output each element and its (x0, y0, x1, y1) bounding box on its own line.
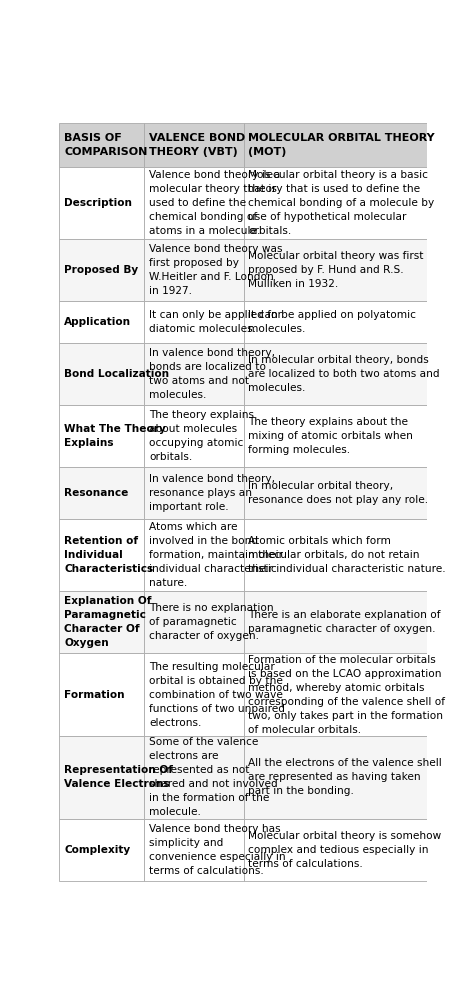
Bar (59, 123, 145, 167)
Text: All the electrons of the valence shell
are represented as having taken
part in t: All the electrons of the valence shell a… (248, 758, 442, 796)
Bar (145, 653, 244, 736)
Text: Application: Application (64, 317, 131, 327)
Bar (145, 736, 244, 819)
Text: Valence bond theory has
simplicity and
convenience especially in
terms of calcul: Valence bond theory has simplicity and c… (149, 824, 286, 876)
Bar (244, 467, 427, 519)
Text: There is no explanation
of paramagnetic
character of oxygen.: There is no explanation of paramagnetic … (149, 603, 274, 641)
Text: In molecular orbital theory,
resonance does not play any role.: In molecular orbital theory, resonance d… (248, 481, 428, 505)
Bar (145, 301, 244, 343)
Bar (244, 405, 427, 467)
Text: What The Theory
Explains: What The Theory Explains (64, 423, 166, 447)
Bar (59, 167, 145, 239)
Text: Proposed By: Proposed By (64, 265, 138, 275)
Bar (244, 343, 427, 405)
Text: There is an elaborate explanation of
paramagnetic character of oxygen.: There is an elaborate explanation of par… (248, 610, 441, 634)
Bar (145, 467, 244, 519)
Text: It can only be applied for
diatomic molecules.: It can only be applied for diatomic mole… (149, 310, 282, 334)
Text: Molecular orbital theory is a basic
theory that is used to define the
chemical b: Molecular orbital theory is a basic theo… (248, 170, 435, 236)
Text: Atomic orbitals which form
molecular orbitals, do not retain
their individual ch: Atomic orbitals which form molecular orb… (248, 536, 446, 574)
Text: Valence bond theory is a
molecular theory that is
used to define the
chemical bo: Valence bond theory is a molecular theor… (149, 170, 281, 236)
Text: The theory explains
about molecules
occupying atomic
orbitals.: The theory explains about molecules occu… (149, 410, 254, 462)
Bar (244, 519, 427, 591)
Bar (244, 591, 427, 653)
Text: In valence bond theory,
bonds are localized to
two atoms and not
molecules.: In valence bond theory, bonds are locali… (149, 348, 275, 400)
Text: MOLECULAR ORBITAL THEORY
(MOT): MOLECULAR ORBITAL THEORY (MOT) (248, 133, 435, 157)
Bar (59, 405, 145, 467)
Bar (145, 405, 244, 467)
Text: Resonance: Resonance (64, 488, 128, 498)
Text: Bond Localization: Bond Localization (64, 369, 169, 379)
Text: The theory explains about the
mixing of atomic orbitals when
forming molecules.: The theory explains about the mixing of … (248, 416, 413, 454)
Text: Some of the valence
electrons are
represented as not
shared and not involved
in : Some of the valence electrons are repres… (149, 738, 278, 817)
Text: Formation of the molecular orbitals
is based on the LCAO approximation
method, w: Formation of the molecular orbitals is b… (248, 654, 446, 735)
Text: Retention of
Individual
Characteristics: Retention of Individual Characteristics (64, 536, 153, 574)
Text: Complexity: Complexity (64, 845, 130, 855)
Bar (145, 819, 244, 881)
Bar (145, 591, 244, 653)
Text: In molecular orbital theory, bonds
are localized to both two atoms and
molecules: In molecular orbital theory, bonds are l… (248, 355, 440, 393)
Bar (244, 301, 427, 343)
Text: Representation Of
Valence Electrons: Representation Of Valence Electrons (64, 765, 173, 789)
Text: BASIS OF
COMPARISON: BASIS OF COMPARISON (64, 133, 147, 157)
Text: In valence bond theory,
resonance plays an
important role.: In valence bond theory, resonance plays … (149, 474, 275, 512)
Bar (244, 239, 427, 301)
Bar (145, 343, 244, 405)
Bar (244, 736, 427, 819)
Bar (59, 653, 145, 736)
Text: Atoms which are
involved in the bond
formation, maintain their
individual charac: Atoms which are involved in the bond for… (149, 522, 283, 587)
Text: Molecular orbital theory is somehow
complex and tedious especially in
terms of c: Molecular orbital theory is somehow comp… (248, 831, 442, 869)
Text: Explanation Of
Paramagnetic
Character Of
Oxygen: Explanation Of Paramagnetic Character Of… (64, 596, 152, 648)
Bar (145, 239, 244, 301)
Bar (244, 653, 427, 736)
Text: Formation: Formation (64, 690, 125, 700)
Text: VALENCE BOND
THEORY (VBT): VALENCE BOND THEORY (VBT) (149, 133, 246, 157)
Bar (59, 467, 145, 519)
Bar (59, 343, 145, 405)
Bar (59, 301, 145, 343)
Bar (145, 123, 244, 167)
Bar (59, 591, 145, 653)
Bar (59, 519, 145, 591)
Bar (145, 519, 244, 591)
Bar (244, 819, 427, 881)
Text: The resulting molecular
orbital is obtained by the
combination of two wave
funct: The resulting molecular orbital is obtai… (149, 661, 285, 728)
Bar (244, 123, 427, 167)
Bar (145, 167, 244, 239)
Bar (59, 819, 145, 881)
Bar (59, 239, 145, 301)
Text: Description: Description (64, 198, 132, 208)
Text: It can be applied on polyatomic
molecules.: It can be applied on polyatomic molecule… (248, 310, 417, 334)
Bar (59, 736, 145, 819)
Bar (244, 167, 427, 239)
Text: Molecular orbital theory was first
proposed by F. Hund and R.S.
Mulliken in 1932: Molecular orbital theory was first propo… (248, 251, 424, 289)
Text: Valence bond theory was
first proposed by
W.Heitler and F. London
in 1927.: Valence bond theory was first proposed b… (149, 245, 283, 296)
